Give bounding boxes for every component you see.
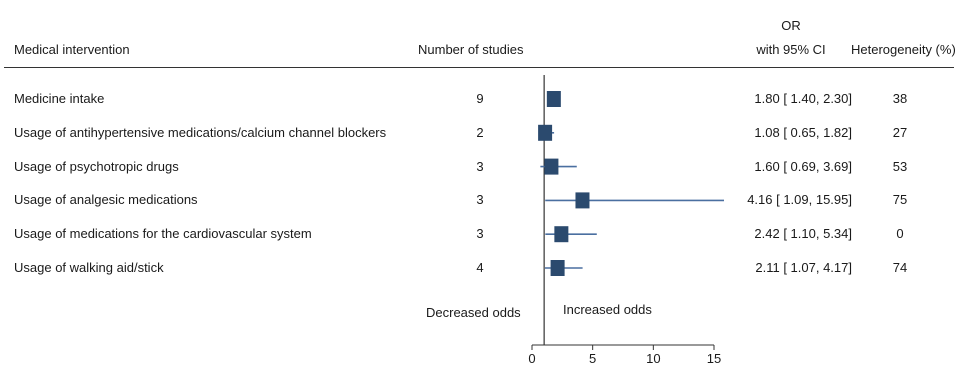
row-heterogeneity: 38 [892,91,908,106]
header-or: OR [781,18,801,33]
or-marker [550,260,565,276]
decreased-odds-label: Decreased odds [426,305,521,320]
header-intervention: Medical intervention [14,42,130,57]
increased-odds-label: Increased odds [563,302,652,317]
row-heterogeneity: 75 [892,192,908,208]
or-marker [546,91,561,107]
row-heterogeneity: 0 [896,226,904,242]
row-studies: 4 [476,260,484,275]
header-or-ci: with 95% CI [756,42,826,57]
row-or-ci: 1.08 [ 0.65, 1.82] [754,124,852,140]
x-tick-label: 5 [589,351,596,366]
x-tick-label: 0 [528,351,535,366]
header-divider [4,67,954,68]
row-label: Usage of walking aid/stick [14,260,164,275]
row-or-ci: 1.80 [ 1.40, 2.30] [754,91,852,106]
x-tick-label: 15 [707,351,721,366]
header-heterogeneity: Heterogeneity (%) [851,42,956,57]
row-label: Usage of medications for the cardiovascu… [14,226,312,242]
or-marker [575,192,590,209]
row-label: Usage of analgesic medications [14,192,198,208]
row-or-ci: 4.16 [ 1.09, 15.95] [747,192,852,208]
row-studies: 3 [476,158,484,174]
row-or-ci: 2.42 [ 1.10, 5.34] [754,226,852,242]
row-studies: 2 [476,124,484,140]
row-studies: 3 [476,226,484,242]
row-heterogeneity: 27 [892,124,908,140]
row-label: Usage of psychotropic drugs [14,158,179,174]
row-heterogeneity: 74 [892,260,908,275]
x-tick-label: 10 [646,351,660,366]
row-label: Usage of antihypertensive medications/ca… [14,124,387,140]
row-or-ci: 2.11 [ 1.07, 4.17] [755,260,852,275]
or-marker [544,158,559,175]
row-heterogeneity: 53 [892,158,908,174]
header-studies: Number of studies [418,42,524,57]
or-marker [538,124,553,141]
row-or-ci: 1.60 [ 0.69, 3.69] [754,158,852,174]
row-label: Medicine intake [14,91,105,106]
row-studies: 9 [476,91,484,106]
row-studies: 3 [476,192,484,208]
or-marker [554,226,569,243]
